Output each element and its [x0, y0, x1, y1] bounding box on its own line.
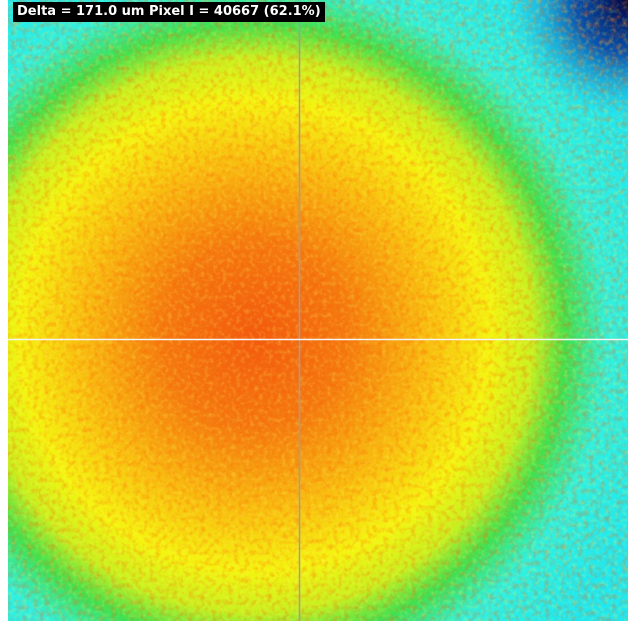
readout: Delta = 171.0 um Pixel I = 40667 (62.1%)	[13, 2, 325, 22]
intensity-map	[8, 0, 628, 621]
